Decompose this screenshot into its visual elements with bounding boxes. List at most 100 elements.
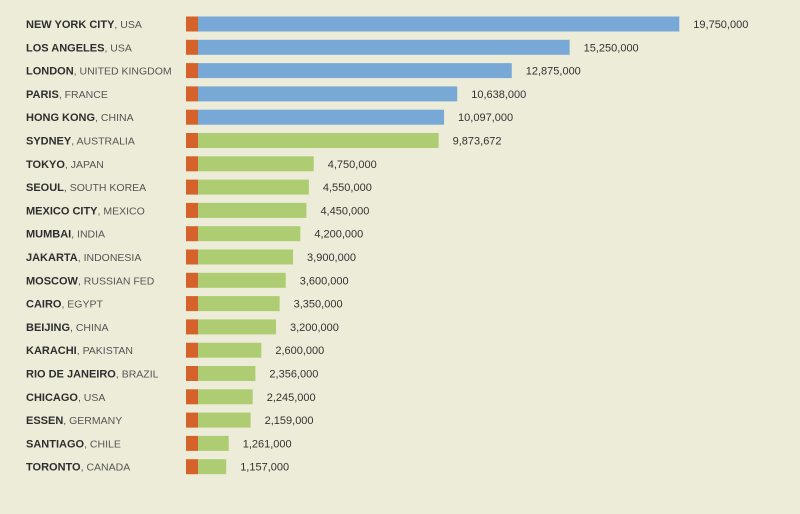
bar	[198, 366, 256, 381]
value-label: 12,875,000	[526, 66, 581, 78]
bar-label: JAKARTA, INDONESIA	[26, 252, 141, 264]
bar-marker	[186, 249, 198, 265]
bar-label: KARACHI, PAKISTAN	[26, 345, 133, 357]
bar	[198, 296, 280, 312]
bar	[198, 412, 251, 428]
bar	[198, 39, 570, 55]
country-name: , FRANCE	[59, 89, 108, 101]
country-name: , USA	[114, 19, 141, 31]
bar-label: LONDON, UNITED KINGDOM	[26, 66, 172, 78]
value-label: 3,350,000	[294, 299, 343, 311]
bar-label: NEW YORK CITY, USA	[26, 19, 142, 31]
bar-marker	[186, 272, 198, 288]
country-name: , USA	[104, 42, 131, 54]
city-name: JAKARTA	[26, 252, 78, 264]
value-label: 4,550,000	[323, 182, 372, 194]
value-label: 3,600,000	[300, 275, 349, 287]
value-label: 2,159,000	[265, 415, 314, 427]
country-name: , CANADA	[81, 462, 131, 474]
city-name: KARACHI	[26, 345, 77, 357]
bar	[198, 272, 286, 288]
bar-row: ESSEN, GERMANY 2,159,000	[26, 412, 314, 428]
bar-row: SANTIAGO, CHILE 1,261,000	[26, 435, 292, 451]
bar-row: SEOUL, SOUTH KOREA 4,550,000	[26, 179, 372, 195]
bar	[198, 249, 294, 265]
bar-label: SANTIAGO, CHILE	[26, 438, 121, 450]
bar-label: RIO DE JANEIRO, BRAZIL	[26, 369, 159, 381]
bar-marker	[186, 435, 198, 451]
bar-marker	[186, 156, 198, 172]
country-name: , BRAZIL	[116, 369, 159, 381]
bar-label: MEXICO CITY, MEXICO	[26, 205, 145, 217]
bar	[198, 156, 314, 172]
value-label: 1,157,000	[240, 462, 289, 474]
bar-marker	[186, 39, 198, 55]
bar-row: TORONTO, CANADA 1,157,000	[26, 459, 289, 475]
city-name: MOSCOW	[26, 275, 79, 287]
bar-label: CHICAGO, USA	[26, 392, 105, 404]
city-name: LONDON	[26, 66, 74, 78]
bar-row: JAKARTA, INDONESIA 3,900,000	[26, 249, 356, 265]
city-name: NEW YORK CITY	[26, 19, 115, 31]
bar	[198, 179, 309, 195]
bar-marker	[186, 342, 198, 358]
bar-row: PARIS, FRANCE 10,638,000	[26, 86, 526, 102]
country-name: , UNITED KINGDOM	[74, 66, 172, 78]
bar-label: MUMBAI, INDIA	[26, 229, 105, 241]
country-name: , INDONESIA	[78, 252, 142, 264]
value-label: 10,638,000	[471, 89, 526, 101]
bar-marker	[186, 366, 198, 381]
bar-label: SYDNEY, AUSTRALIA	[26, 136, 135, 148]
bar-label: HONG KONG, CHINA	[26, 112, 134, 124]
bar-label: BEIJING, CHINA	[26, 322, 109, 334]
bar-marker	[186, 319, 198, 335]
bar-row: HONG KONG, CHINA 10,097,000	[26, 109, 513, 125]
city-name: CHICAGO	[26, 392, 78, 404]
value-label: 3,200,000	[290, 322, 339, 334]
bar-marker	[186, 226, 198, 242]
bar-marker	[186, 296, 198, 312]
bar	[198, 16, 680, 32]
country-name: , RUSSIAN FED	[78, 275, 155, 287]
bar-row: CHICAGO, USA 2,245,000	[26, 389, 316, 405]
bar-marker	[186, 86, 198, 102]
bar-label: PARIS, FRANCE	[26, 89, 108, 101]
value-label: 2,356,000	[269, 369, 318, 381]
value-label: 2,245,000	[267, 392, 316, 404]
bar	[198, 319, 276, 335]
city-name: SEOUL	[26, 182, 64, 194]
value-label: 9,873,672	[453, 136, 502, 148]
value-label: 4,450,000	[320, 205, 369, 217]
bar	[198, 109, 445, 125]
city-name: CAIRO	[26, 299, 62, 311]
country-name: , SOUTH KOREA	[64, 182, 146, 194]
city-name: SYDNEY	[26, 136, 72, 148]
value-label: 1,261,000	[243, 438, 292, 450]
country-name: , GERMANY	[63, 415, 122, 427]
bar-row: BEIJING, CHINA 3,200,000	[26, 319, 339, 335]
bar-row: KARACHI, PAKISTAN 2,600,000	[26, 342, 324, 358]
bar-row: LOS ANGELES, USA 15,250,000	[26, 39, 639, 55]
city-name: RIO DE JANEIRO	[26, 369, 116, 381]
value-label: 4,750,000	[328, 159, 377, 171]
bar	[198, 86, 458, 102]
bar-label: TOKYO, JAPAN	[26, 159, 104, 171]
bar-label: ESSEN, GERMANY	[26, 415, 122, 427]
country-name: , PAKISTAN	[77, 345, 133, 357]
bar-marker	[186, 412, 198, 428]
country-name: , EGYPT	[61, 299, 103, 311]
bar-row: MOSCOW, RUSSIAN FED 3,600,000	[26, 272, 349, 288]
bar	[198, 342, 262, 358]
city-name: BEIJING	[26, 322, 70, 334]
city-name: HONG KONG	[26, 112, 95, 124]
country-name: , AUSTRALIA	[71, 136, 135, 148]
bar-row: CAIRO, EGYPT 3,350,000	[26, 296, 343, 312]
country-name: , USA	[78, 392, 105, 404]
bar	[198, 459, 227, 475]
bar-label: MOSCOW, RUSSIAN FED	[26, 275, 155, 287]
bar-label: TORONTO, CANADA	[26, 462, 130, 474]
bar-row: SYDNEY, AUSTRALIA 9,873,672	[26, 133, 502, 148]
country-name: , MEXICO	[98, 205, 145, 217]
value-label: 15,250,000	[584, 42, 639, 54]
